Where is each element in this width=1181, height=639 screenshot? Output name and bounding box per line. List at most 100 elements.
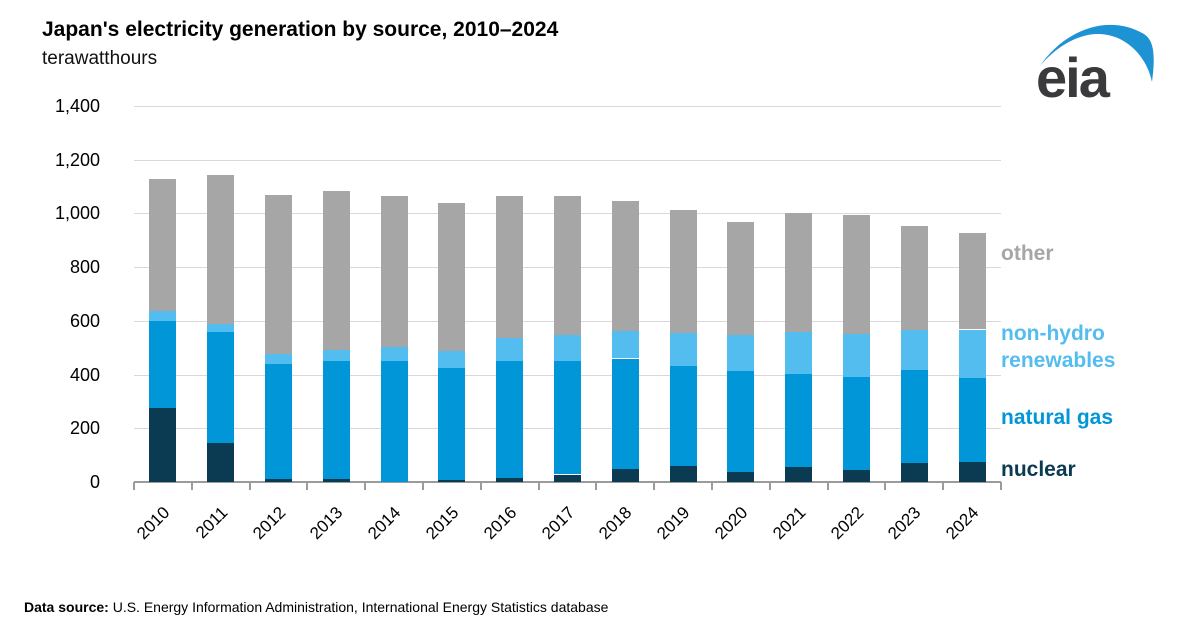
x-axis-tick bbox=[884, 482, 887, 490]
bar-segment-2018-other bbox=[611, 201, 639, 332]
bar-segment-2017-non-hydro-renewables bbox=[554, 334, 581, 362]
data-source-label: Data source: bbox=[24, 599, 109, 615]
x-axis-tick bbox=[942, 482, 945, 490]
y-axis-tick-label: 600 bbox=[69, 310, 100, 331]
x-axis-line bbox=[134, 481, 1001, 483]
bar-segment-2024-nuclear bbox=[958, 461, 986, 482]
x-axis-tick bbox=[537, 482, 540, 490]
x-axis-label-2023: 2023 bbox=[884, 502, 925, 544]
bar-segment-2019-nuclear bbox=[669, 465, 697, 482]
bar-segment-2021-other bbox=[785, 213, 813, 333]
bar-segment-2014-non-hydro-renewables bbox=[380, 347, 408, 362]
bar-segment-2012-nuclear bbox=[265, 478, 292, 482]
x-axis-tick bbox=[479, 482, 482, 490]
data-source-text: U.S. Energy Information Administration, … bbox=[108, 599, 609, 615]
bar-segment-2013-nuclear bbox=[322, 479, 350, 482]
x-axis-tick bbox=[768, 482, 771, 490]
eia-logo: eia bbox=[1036, 18, 1164, 109]
chart-units-subtitle: terawatthours bbox=[42, 48, 158, 69]
bar-segment-2011-natural-gas bbox=[207, 331, 235, 444]
bar-segment-2013-non-hydro-renewables bbox=[322, 349, 350, 362]
bar-segment-2015-other bbox=[438, 202, 466, 351]
bar-segment-2012-non-hydro-renewables bbox=[265, 353, 292, 364]
bar-segment-2012-other bbox=[265, 194, 292, 354]
x-axis-tick bbox=[306, 482, 309, 490]
bar-segment-2019-non-hydro-renewables bbox=[669, 332, 697, 367]
y-axis-tick-label: 1,200 bbox=[54, 149, 100, 170]
bar-segment-2017-other bbox=[554, 196, 581, 335]
x-axis-label-2020: 2020 bbox=[711, 502, 752, 544]
x-axis-tick bbox=[190, 482, 193, 490]
bar-segment-2023-other bbox=[900, 225, 928, 331]
x-axis-tick bbox=[364, 482, 367, 490]
x-axis-tick bbox=[1000, 482, 1002, 490]
x-axis-label-2018: 2018 bbox=[595, 502, 636, 544]
bar-segment-2010-natural-gas bbox=[149, 321, 177, 409]
x-axis-label-2024: 2024 bbox=[942, 502, 983, 544]
bar-segment-2023-non-hydro-renewables bbox=[900, 330, 928, 371]
bar-segment-2014-natural-gas bbox=[380, 361, 408, 482]
x-axis-tick bbox=[595, 482, 598, 490]
bar-segment-2015-natural-gas bbox=[438, 367, 466, 480]
bar-segment-2020-natural-gas bbox=[727, 371, 755, 472]
x-axis-label-2012: 2012 bbox=[248, 502, 289, 544]
bar-segment-2016-nuclear bbox=[496, 478, 524, 482]
legend-label-other: other bbox=[1001, 242, 1054, 265]
x-axis-tick bbox=[248, 482, 251, 490]
bar-segment-2013-natural-gas bbox=[322, 361, 350, 480]
x-axis-tick bbox=[711, 482, 713, 490]
bar-segment-2022-non-hydro-renewables bbox=[843, 334, 870, 378]
gridline-1,200 bbox=[134, 159, 1001, 161]
bar-segment-2018-non-hydro-renewables bbox=[611, 331, 639, 359]
bar-segment-2018-nuclear bbox=[611, 469, 639, 482]
bar-segment-2024-other bbox=[958, 232, 986, 330]
x-axis-label-2013: 2013 bbox=[306, 502, 347, 544]
y-axis-tick-label: 800 bbox=[69, 257, 100, 278]
x-axis-tick bbox=[133, 482, 135, 490]
bar-segment-2023-natural-gas bbox=[900, 370, 928, 463]
bar-segment-2010-other bbox=[149, 178, 177, 311]
legend-label-non-hydro-renewables: non-hydro renewables bbox=[1001, 322, 1116, 372]
y-axis-tick-label: 1,000 bbox=[54, 203, 100, 224]
bar-segment-2017-nuclear bbox=[554, 474, 581, 482]
bar-segment-2023-nuclear bbox=[900, 462, 928, 482]
bar-segment-2022-nuclear bbox=[843, 469, 870, 482]
x-axis-label-2017: 2017 bbox=[537, 502, 578, 544]
eia-logo-text: eia bbox=[1036, 46, 1111, 104]
bar-segment-2010-nuclear bbox=[149, 408, 177, 482]
bar-segment-2016-other bbox=[496, 196, 524, 339]
bar-segment-2021-nuclear bbox=[785, 466, 813, 482]
bar-segment-2015-nuclear bbox=[438, 479, 466, 482]
bar-segment-2014-other bbox=[380, 196, 408, 348]
x-axis-label-2010: 2010 bbox=[133, 502, 174, 544]
bar-segment-2013-other bbox=[322, 190, 350, 350]
eia-logo-graphic: eia bbox=[1036, 24, 1154, 109]
legend-label-nuclear: nuclear bbox=[1001, 458, 1076, 481]
bar-segment-2024-natural-gas bbox=[958, 377, 986, 462]
bar-segment-2017-natural-gas bbox=[554, 361, 581, 475]
gridline-1,400 bbox=[134, 106, 1001, 107]
bar-segment-2010-non-hydro-renewables bbox=[149, 310, 177, 322]
bar-segment-2024-non-hydro-renewables bbox=[958, 329, 986, 378]
bar-segment-2021-non-hydro-renewables bbox=[785, 332, 813, 374]
x-axis-label-2021: 2021 bbox=[768, 502, 810, 544]
x-axis-tick bbox=[653, 482, 656, 490]
y-axis-tick-label: 1,400 bbox=[54, 96, 100, 116]
bar-segment-2018-natural-gas bbox=[611, 358, 639, 470]
bar-segment-2022-other bbox=[843, 214, 870, 334]
bar-segment-2020-non-hydro-renewables bbox=[727, 334, 755, 372]
bar-segment-2012-natural-gas bbox=[265, 363, 292, 479]
legend-label-natural-gas: natural gas bbox=[1001, 406, 1114, 429]
x-axis-label-2015: 2015 bbox=[422, 502, 463, 544]
x-axis-tick bbox=[826, 482, 829, 490]
x-axis-label-2011: 2011 bbox=[191, 502, 232, 543]
bar-segment-2016-natural-gas bbox=[496, 361, 524, 478]
bar-segment-2020-nuclear bbox=[727, 471, 755, 482]
bar-segment-2020-other bbox=[727, 221, 755, 335]
chart-title: Japan's electricity generation by source… bbox=[42, 18, 559, 41]
bar-segment-2011-nuclear bbox=[207, 443, 235, 482]
bar-segment-2021-natural-gas bbox=[785, 373, 813, 467]
bar-segment-2011-other bbox=[207, 174, 235, 324]
